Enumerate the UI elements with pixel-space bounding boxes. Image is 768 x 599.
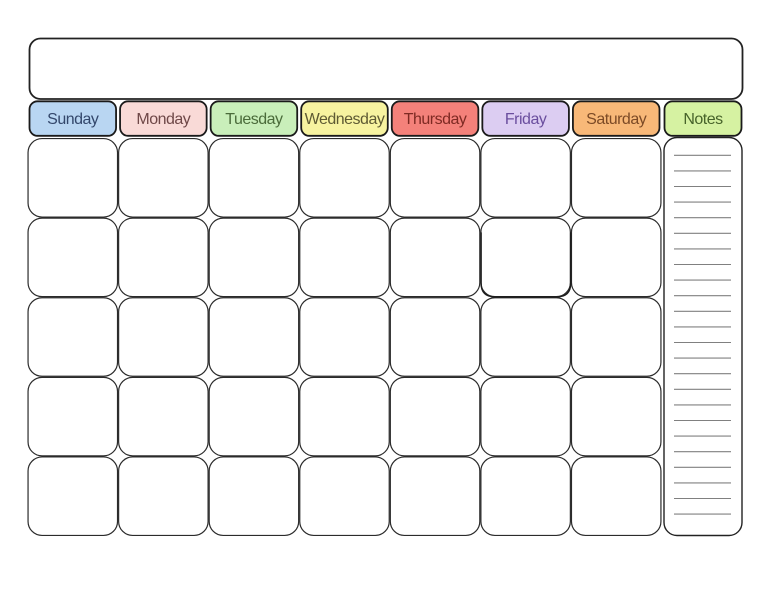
svg-text:Sunday: Sunday (47, 111, 99, 128)
svg-text:Notes: Notes (683, 111, 723, 128)
svg-text:Friday: Friday (505, 111, 547, 128)
svg-text:Saturday: Saturday (586, 111, 647, 128)
svg-text:Wednesday: Wednesday (305, 111, 385, 128)
svg-text:Monday: Monday (136, 111, 190, 128)
svg-text:Tuesday: Tuesday (225, 111, 283, 128)
svg-text:Thursday: Thursday (404, 111, 467, 128)
